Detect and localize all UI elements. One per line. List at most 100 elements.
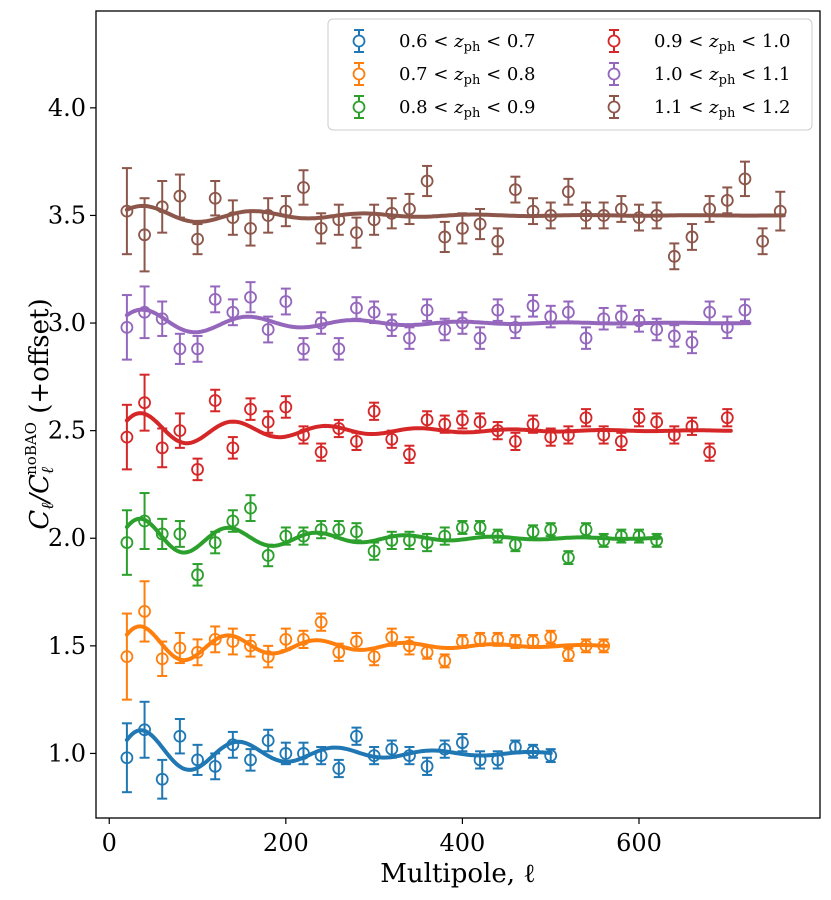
data-point — [579, 411, 593, 425]
data-point — [314, 749, 328, 762]
series-3 — [120, 492, 664, 587]
legend-label: 1.1 < zph < 1.2 — [654, 97, 791, 121]
data-point — [367, 404, 381, 418]
data-point — [473, 217, 487, 231]
data-point — [438, 742, 452, 756]
data-point — [632, 411, 646, 425]
x-tick-label: 0 — [102, 829, 117, 857]
data-point — [720, 411, 734, 425]
data-point — [720, 193, 734, 207]
data-point — [155, 527, 169, 541]
data-point — [208, 536, 222, 549]
data-point — [456, 736, 469, 750]
data-point — [261, 209, 275, 222]
data-point — [579, 523, 593, 537]
legend-label: 1.0 < zph < 1.1 — [654, 64, 791, 88]
data-point — [279, 295, 293, 308]
data-point — [350, 635, 363, 648]
data-point — [650, 533, 664, 547]
data-point — [332, 645, 346, 659]
legend-marker-icon — [607, 67, 621, 81]
data-point — [332, 342, 346, 356]
data-point — [332, 422, 346, 435]
data-point — [314, 445, 328, 459]
data-point — [138, 305, 151, 319]
data-point — [138, 723, 151, 737]
data-point — [403, 533, 416, 547]
data-point — [456, 316, 469, 330]
data-point — [738, 172, 752, 186]
data-point — [561, 185, 575, 199]
data-point — [173, 729, 187, 743]
y-axis-label-sub1: ℓ — [38, 503, 58, 510]
data-point — [155, 652, 169, 666]
data-point — [367, 213, 381, 227]
data-point — [226, 738, 240, 752]
y-axis-label: Cℓ/CℓnoBAO (+offset) — [22, 298, 58, 529]
data-point — [191, 342, 204, 356]
y-axis-label-sub2: ℓ — [38, 467, 58, 474]
data-point — [367, 305, 381, 319]
data-point — [508, 740, 522, 754]
data-point — [244, 402, 257, 416]
data-point — [226, 305, 240, 319]
legend-label: 0.8 < zph < 0.9 — [399, 97, 536, 121]
data-point — [385, 206, 399, 220]
data-point — [456, 521, 469, 534]
legend-label: 0.6 < zph < 0.7 — [399, 31, 536, 55]
data-point — [544, 310, 558, 323]
data-point — [120, 751, 134, 765]
plot-marks — [120, 160, 787, 800]
data-point — [561, 551, 575, 565]
data-point — [491, 234, 505, 248]
data-point — [685, 419, 699, 433]
series-5-model-line — [124, 307, 752, 335]
data-point — [385, 630, 399, 644]
series-4 — [120, 373, 734, 482]
data-point — [720, 320, 734, 334]
data-point — [544, 430, 558, 444]
data-point — [508, 434, 522, 448]
y-tick-label: 2.5 — [48, 417, 86, 445]
legend-frame — [327, 18, 813, 131]
data-point — [597, 428, 611, 442]
legend-marker-icon — [352, 67, 366, 81]
data-point — [420, 536, 434, 549]
data-point — [561, 305, 575, 319]
data-point — [367, 749, 381, 762]
data-point — [385, 432, 399, 446]
y-axis-label-main: C — [25, 510, 55, 530]
data-point — [350, 729, 363, 743]
legend-item-1: 0.6 < zph < 0.7 — [352, 29, 536, 55]
data-point — [667, 329, 681, 343]
plot-frame — [95, 10, 821, 819]
data-point — [173, 424, 187, 438]
data-point — [508, 538, 522, 552]
y-axis-label-slash: /C — [25, 474, 55, 506]
legend-item-4: 0.9 < zph < 1.0 — [607, 29, 791, 55]
data-point — [438, 529, 452, 543]
legend-item-5: 1.0 < zph < 1.1 — [607, 62, 791, 88]
y-tick-label: 4.0 — [48, 94, 86, 122]
data-point — [350, 434, 363, 448]
data-point — [703, 202, 717, 216]
data-point — [314, 523, 328, 537]
legend-item-2: 0.7 < zph < 0.8 — [352, 62, 536, 88]
data-point — [155, 441, 169, 455]
data-point — [703, 445, 717, 459]
data-point — [632, 529, 646, 543]
data-point — [420, 645, 434, 659]
data-point — [650, 415, 664, 429]
data-point — [403, 331, 416, 345]
data-point — [597, 209, 611, 222]
data-point — [473, 753, 487, 767]
x-tick-label: 400 — [440, 829, 486, 857]
data-point — [244, 639, 257, 653]
data-point — [685, 336, 699, 349]
data-point — [279, 632, 293, 646]
data-point — [420, 413, 434, 427]
data-point — [473, 415, 487, 429]
data-point — [473, 521, 487, 534]
data-point — [544, 630, 558, 644]
data-point — [438, 417, 452, 431]
